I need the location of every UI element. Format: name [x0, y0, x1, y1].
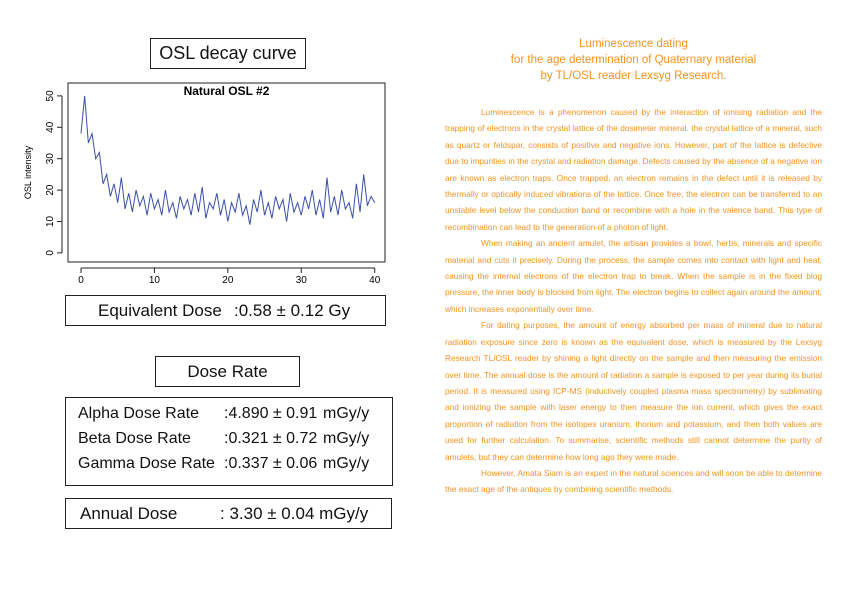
rate-value: :0.321 ± 0.72 [224, 430, 318, 447]
heading: OSL decay curve [150, 38, 306, 69]
rate-label: Gamma Dose Rate [78, 455, 215, 472]
rate-unit: mGy/y [323, 430, 370, 447]
label: Equivalent Dose [98, 301, 222, 320]
equivalent-box: Equivalent Dose :0.58 ± 0.12 Gy [65, 295, 386, 326]
chart-title: Natural OSL #2 [184, 84, 270, 98]
article-title: Luminescence dating for the age determina… [445, 36, 822, 84]
title-line: by TL/OSL reader Lexsyg Research. [540, 70, 727, 82]
paragraph: When making an ancient amulet, the artis… [445, 238, 822, 314]
y-tick-label: 0 [45, 250, 56, 256]
value: :0.58 ± 0.12 Gy [234, 301, 351, 320]
x-tick-label: 0 [78, 275, 84, 286]
y-tick-label: 30 [45, 153, 56, 165]
title-line: for the age determination of Quaternary … [510, 54, 757, 66]
annual-box: Annual Dose : 3.30 ± 0.04 mGy/y [65, 498, 392, 529]
rate-unit: mGy/y [323, 455, 370, 472]
paragraph: Luminescence is a phenomenon caused by t… [445, 107, 822, 232]
x-tick-label: 40 [369, 275, 381, 286]
title-line: Luminescence dating [579, 38, 688, 50]
plot-frame [67, 82, 386, 263]
osl-curve [80, 95, 376, 225]
x-tick-label: 10 [149, 275, 161, 286]
y-tick-label: 40 [45, 121, 56, 133]
y-axis-label: OSL intensity [23, 145, 33, 199]
paragraph: For dating purposes, the amount of energ… [445, 320, 822, 462]
value: : 3.30 ± 0.04 mGy/y [220, 504, 369, 523]
dose-rate-box: Alpha Dose Rate :4.890 ± 0.91 mGy/y Beta Do… [65, 397, 393, 486]
dose-rate-heading: Dose Rate [155, 356, 300, 387]
rate-unit: mGy/y [323, 405, 370, 422]
chart: Natural OSL #2 OSL intensity 0 10 20 30 40 0 10 2… [23, 82, 386, 286]
y-tick-label: 10 [45, 215, 56, 227]
x-tick-label: 30 [296, 275, 308, 286]
rate-label: Beta Dose Rate [78, 430, 191, 447]
paragraph: However, Amata Siam is an expert in the … [445, 467, 822, 495]
rate-label: Alpha Dose Rate [78, 405, 199, 422]
rate-value: :4.890 ± 0.91 [224, 405, 318, 422]
rate-value: :0.337 ± 0.06 [224, 455, 318, 472]
x-tick-label: 20 [222, 275, 234, 286]
article: Luminescence dating for the age determina… [445, 36, 822, 498]
y-tick-label: 20 [45, 184, 56, 196]
label: Annual Dose [80, 504, 178, 523]
y-tick-label: 50 [45, 90, 56, 102]
